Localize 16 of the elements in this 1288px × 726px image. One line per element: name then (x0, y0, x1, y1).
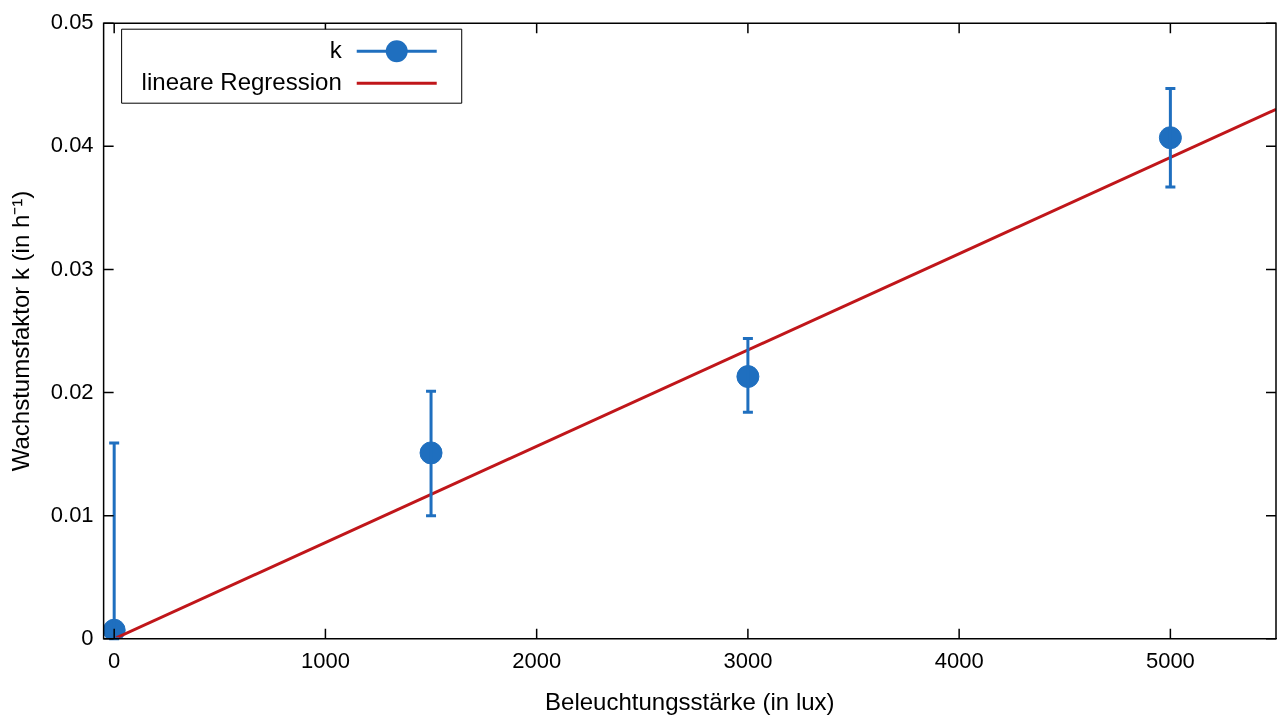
y-axis-title: Wachstumsfaktor k (in h⁻¹) (7, 190, 35, 472)
legend-label: lineare Regression (141, 67, 342, 95)
x-tick-label: 5000 (1145, 648, 1195, 674)
legend-label: k (329, 35, 343, 63)
x-tick-label: 2000 (512, 648, 562, 674)
x-tick-label: 3000 (723, 648, 773, 674)
x-axis-title: Beleuchtungsstärke (in lux) (545, 688, 835, 716)
x-tick-label: 0 (108, 648, 121, 674)
y-tick-label: 0.04 (50, 132, 94, 158)
y-tick-label: 0.05 (50, 9, 94, 35)
x-tick-label: 4000 (934, 648, 984, 674)
x-tick-label: 1000 (300, 648, 350, 674)
y-tick-label: 0.03 (50, 255, 94, 281)
y-tick-label: 0.02 (50, 378, 94, 404)
y-tick-label: 0.01 (50, 501, 94, 527)
y-tick-label: 0 (81, 624, 94, 650)
